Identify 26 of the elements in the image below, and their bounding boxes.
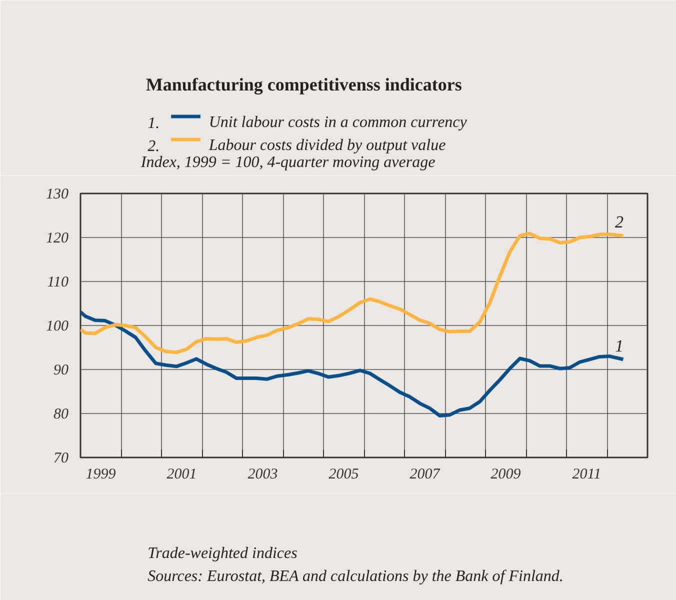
line-series [80,232,625,354]
annotation: 1 [614,336,624,356]
chart-title: Manufacturing competitivenss indicators [146,74,462,94]
x-tick-label: 2001 [166,466,197,482]
y-tick-label: 120 [46,230,69,246]
text: Trade-weighted indices [148,545,298,562]
legend-label: Labour costs divided by output value [208,137,446,154]
x-tick-label: 2007 [410,466,442,482]
y-tick-label: 100 [46,318,69,334]
y-tick-label: 130 [46,186,69,202]
source-note: Sources: Eurostat, BEA and calculations by the Bank of Finland. [148,568,564,585]
annotation: 2 [614,212,624,232]
y-tick-label: 80 [54,406,69,422]
x-tick-label: 1999 [86,466,116,482]
x-tick-label: 2005 [328,466,360,482]
legend-label: Unit labour costs in a common currency [208,114,468,131]
y-tick-label: 90 [54,362,69,378]
y-tick-label: 70 [54,450,69,466]
text: 2. [148,138,160,155]
text: 1. [148,115,160,132]
x-tick-label: 2011 [572,466,602,482]
y-tick-label: 110 [47,274,69,290]
x-tick-label: 2003 [248,466,278,482]
line-series [80,310,625,418]
x-tick-label: 2009 [490,466,522,482]
y-axis-title: Index, 1999 = 100, 4-quarter moving average [140,154,436,171]
